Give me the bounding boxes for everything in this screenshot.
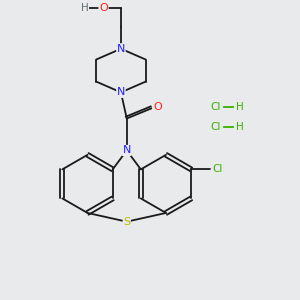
Text: Cl: Cl: [210, 102, 220, 112]
Text: H: H: [236, 122, 244, 132]
Text: Cl: Cl: [212, 164, 223, 174]
Text: S: S: [123, 217, 130, 227]
Text: Cl: Cl: [210, 122, 220, 132]
Text: O: O: [99, 3, 108, 13]
Text: N: N: [117, 44, 125, 54]
Text: O: O: [153, 102, 162, 112]
Text: N: N: [123, 146, 131, 155]
Text: H: H: [236, 102, 244, 112]
Text: N: N: [117, 87, 125, 97]
Text: H: H: [81, 3, 88, 13]
